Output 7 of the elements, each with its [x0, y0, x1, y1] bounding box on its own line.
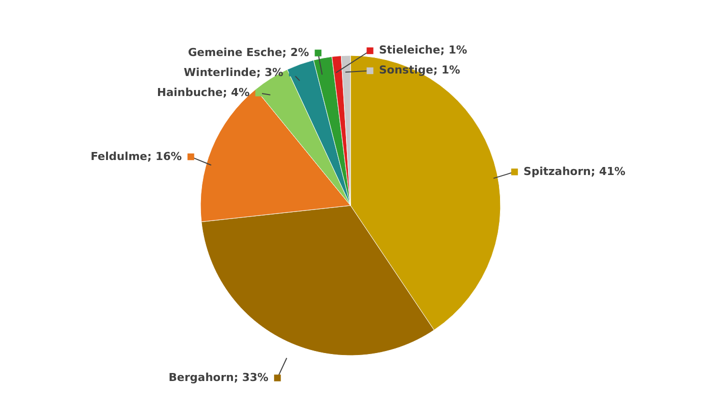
- legend-label: Gemeine Esche; 2%: [188, 46, 310, 59]
- slice-label: Spitzahorn; 41%: [524, 164, 626, 178]
- legend-label: Bergahorn; 33%: [168, 370, 268, 384]
- legend-label: Hainbuche; 4%: [156, 86, 250, 99]
- slice-label: Stieleiche; 1%: [379, 44, 468, 57]
- legend-label: Winterlinde; 3%: [184, 66, 284, 79]
- legend-label: Feldulme; 16%: [90, 150, 182, 163]
